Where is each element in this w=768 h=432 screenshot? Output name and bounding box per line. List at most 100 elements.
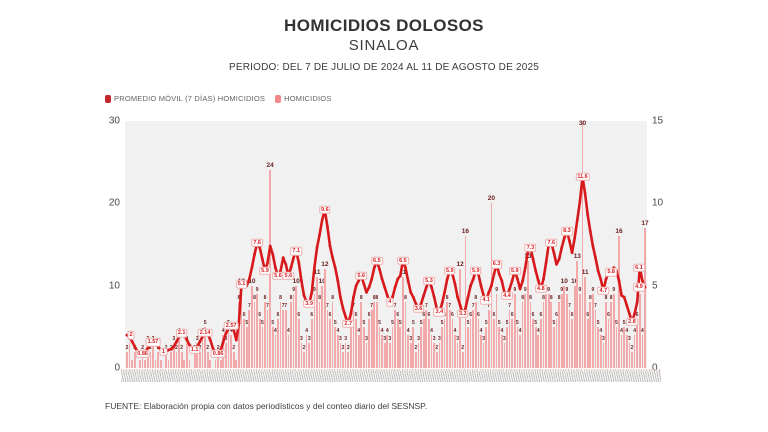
bar-value-label: 8 [237,295,241,302]
homicides-bar [180,351,183,368]
bar-value-label: 2 [216,344,220,351]
homicides-bar [581,121,584,368]
moving-average-value-label: 2.1 [175,329,188,338]
bar-value-label: 8 [604,295,608,302]
bar-value-label: 3 [383,336,387,343]
homicides-bar [271,326,274,368]
homicides-bar [243,318,245,368]
bar-value-label: 13 [573,252,581,260]
bar-value-label: 7 [568,303,571,310]
moving-average-value-label: 4.9 [633,283,645,292]
homicides-bar [412,326,415,368]
homicides-bar [363,326,365,368]
homicides-bar [508,310,511,368]
chart-legend: PROMEDIO MÓVIL (7 DÍAS) HOMICIDIOS HOMIC… [105,94,332,103]
bar-value-label: 7 [471,303,475,310]
homicides-bar [532,318,534,368]
homicides-bar [542,302,545,368]
homicides-bar [336,335,339,368]
bar-value-label: 4 [620,328,623,335]
homicides-bar [133,351,136,368]
bar-value-label: 2 [141,344,144,351]
moving-average-value-label: 4.7 [597,286,610,295]
homicides-bar [430,335,433,368]
moving-average-value-label: 4 [386,297,394,307]
homicides-bar [625,335,628,368]
bar-value-label: 6 [555,311,558,318]
bar-value-label: 8 [529,295,532,302]
bar-value-label: 11 [313,269,321,277]
legend-item-moving-average: PROMEDIO MÓVIL (7 DÍAS) HOMICIDIOS [105,94,265,103]
homicides-bar [245,326,248,368]
homicides-bar [516,326,519,368]
homicides-bar [399,326,402,368]
bar-value-label: 6 [427,311,431,318]
bar-value-label: 2 [341,344,345,351]
moving-average-value-label: 6.1 [633,263,645,272]
homicides-bar [175,351,178,368]
moving-average-value-label: 0.86 [135,349,150,359]
bar-value-label: 3 [307,336,311,343]
homicides-bar [238,302,240,368]
homicides-bar [513,293,516,368]
bar-value-label: 6 [477,311,480,318]
homicides-bar [628,343,631,368]
bar-value-label: 6 [570,311,574,318]
homicides-bar [409,343,412,368]
bar-value-label: 8 [372,295,376,302]
moving-average-value-label: 2.14 [197,328,213,337]
homicides-bar [451,318,454,368]
homicides-bar [365,343,368,368]
homicides-bar [618,236,620,368]
bar-value-label: 4 [385,328,389,335]
homicides-bar [545,293,547,368]
bar-value-label: 5 [362,319,366,326]
moving-average-value-label: 1 [159,347,167,356]
homicides-bar [641,335,644,368]
bar-value-label: 2 [125,344,129,351]
bar-value-label: 17 [641,220,649,228]
bar-value-label: 6 [367,311,371,318]
bar-value-label: 7 [448,303,452,310]
homicides-bar [477,318,480,368]
moving-average-value-label: 5.6 [355,271,368,281]
homicides-bar [394,310,396,368]
bar-value-label: 2 [149,344,152,351]
homicides-bar [251,285,253,368]
homicides-bar [571,318,573,368]
homicides-bar [139,359,141,368]
bar-value-label: 4 [286,328,290,335]
homicides-swatch-icon [275,94,282,103]
left-axis-tick-label: 20 [108,197,120,209]
homicides-bar [305,335,308,368]
bar-value-label: 3 [195,336,199,343]
bar-value-label: 3 [339,336,342,343]
homicides-bar [469,318,472,368]
bar-value-label: 3 [388,336,392,343]
homicides-bar [165,351,167,368]
x-axis-tick-marks [121,369,661,371]
bar-value-label: 7 [487,303,491,310]
homicides-bar [378,326,381,368]
bar-value-label: 5 [203,319,207,326]
moving-average-value-label: 3.4 [433,307,446,317]
plot-area: 2322323222324232324522435428106571089658… [125,120,649,368]
page-subtitle: SINALOA [348,37,420,54]
homicides-bar [485,326,488,368]
homicides-bar [152,343,154,368]
bar-value-label: 6 [450,311,454,318]
homicides-bar [443,318,446,368]
homicides-bar [144,359,147,368]
bar-value-label: 6 [531,311,535,318]
bar-value-label: 4 [406,328,410,335]
homicides-bar [480,335,482,368]
bar-value-label: 9 [495,286,499,293]
bar-value-label: 3 [172,336,176,343]
homicides-bar [607,318,610,368]
homicides-bar [420,326,422,368]
bar-value-label: 3 [432,336,436,343]
homicides-bar [141,351,144,368]
homicides-bar [433,343,435,368]
homicides-bar [235,359,238,368]
